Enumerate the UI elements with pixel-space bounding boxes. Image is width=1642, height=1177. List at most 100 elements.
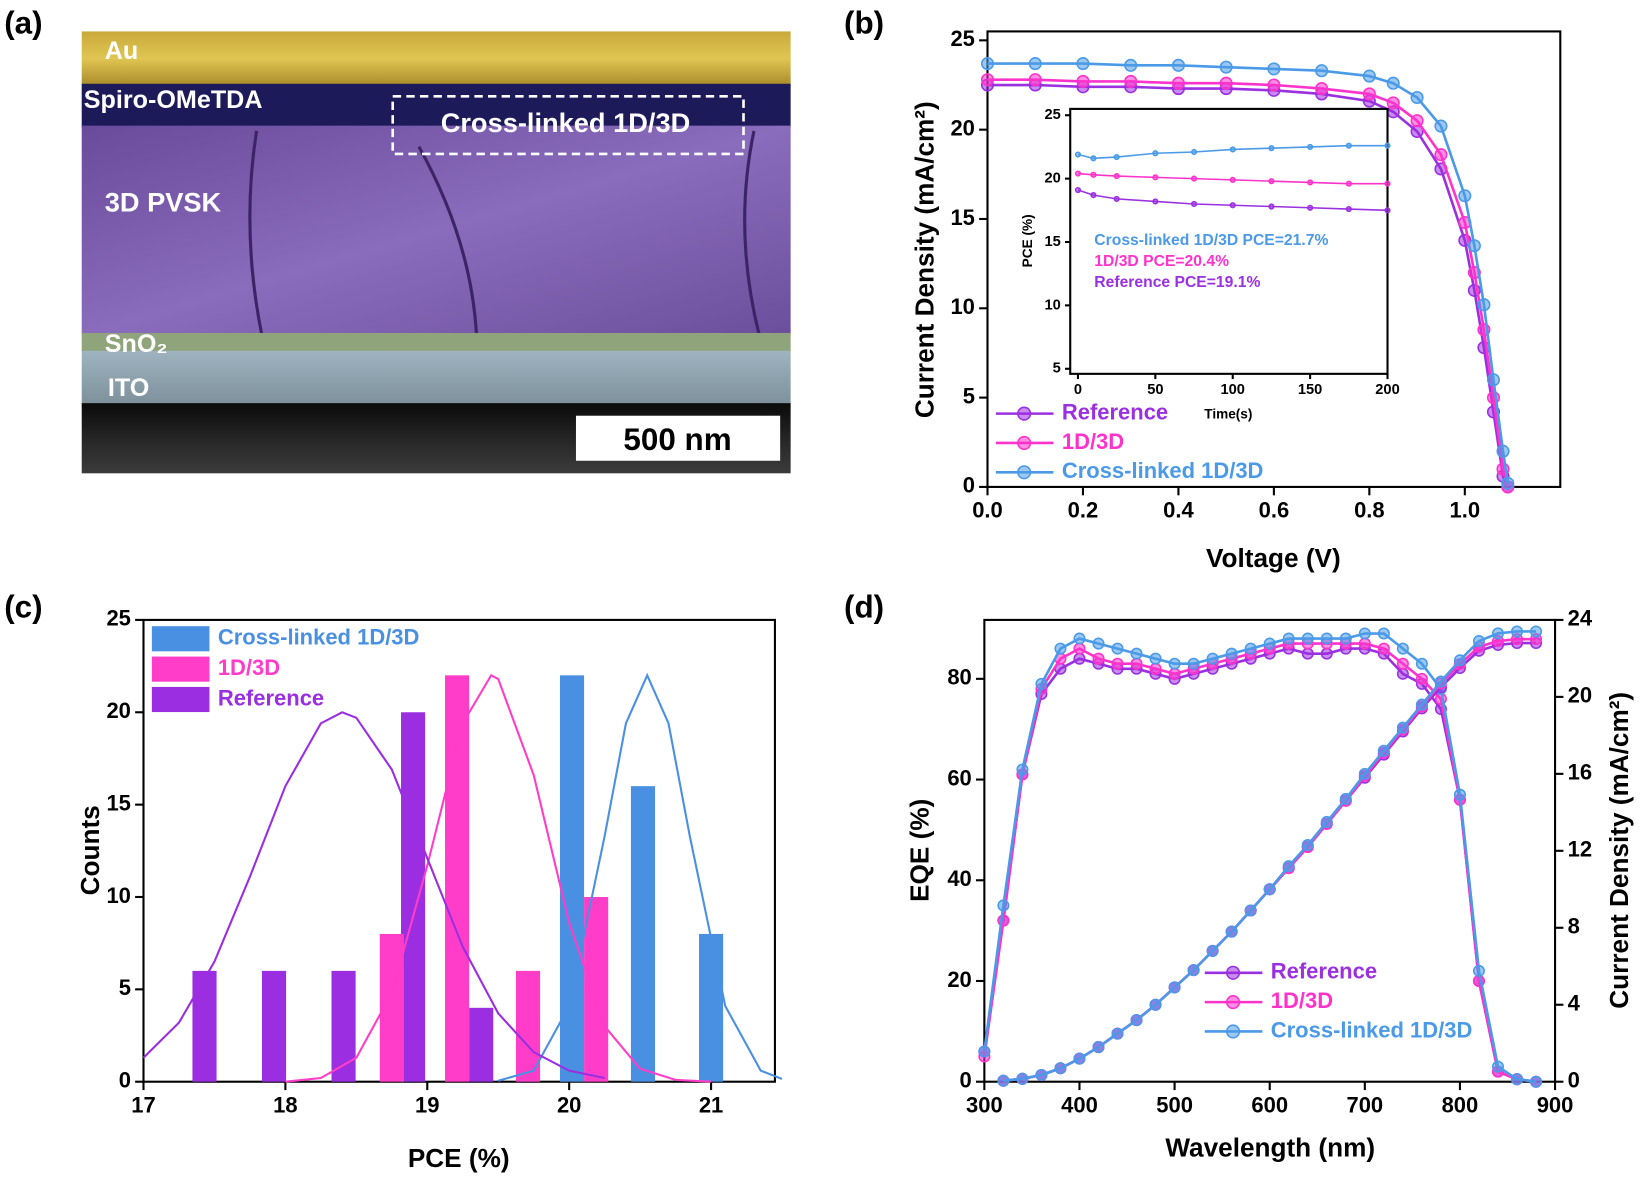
y-tick-label: 25 [1044,107,1060,123]
y-tick-label: 20 [947,967,971,992]
y-tick-label: 0 [960,1068,972,1093]
y-tick-label: 10 [1044,297,1060,313]
series-marker [1434,675,1447,688]
series-marker [997,1074,1010,1087]
series-marker [1345,142,1352,149]
series-marker [1358,627,1371,640]
bar [699,933,724,1082]
spiro-layer [81,83,791,128]
y-tick-label: 5 [963,383,975,408]
series-marker [1229,146,1236,153]
bar [515,970,541,1082]
series-marker [1092,637,1105,650]
series-marker [1510,625,1524,638]
legend-marker [1017,435,1032,451]
series-marker [1282,632,1295,645]
series-marker [1315,64,1329,78]
series-line [987,83,1509,488]
series-marker [1268,145,1275,152]
series-marker [1187,964,1200,977]
y-axis-title: EQE (%) [904,799,934,902]
layer-label: ITO [108,374,149,402]
series-marker [1152,150,1159,157]
series-marker [1501,476,1515,490]
series-marker [1206,944,1219,957]
series-marker [1301,647,1314,660]
series-marker [1345,205,1352,213]
series-marker [1530,625,1543,638]
series-marker [1016,763,1029,776]
panel-label: (a) [4,5,42,40]
series-marker [1345,180,1352,187]
series-marker [1267,62,1281,76]
x-tick-label: 100 [1221,382,1245,398]
series-marker [1384,207,1391,214]
series-marker [1190,148,1198,156]
y-tick-label: 10 [950,294,974,319]
series-line [1077,189,1388,212]
panel-label: (c) [4,590,42,625]
series-marker [1090,192,1097,199]
x-tick-label: 0.2 [1068,498,1099,523]
y2-tick-label: 12 [1568,837,1592,862]
series-marker [1124,74,1138,88]
series-marker [1362,69,1376,83]
series-marker [1152,174,1159,181]
au-layer [81,31,791,86]
scale-bar-box [575,415,781,461]
annotation: Reference PCE=19.1% [1094,274,1260,291]
y-tick-label: 15 [950,205,974,230]
legend-swatch [151,686,210,713]
x-tick-label: 0.4 [1163,498,1194,523]
series-marker [1206,652,1219,665]
series-marker [1263,637,1276,650]
series-marker [1396,667,1409,680]
series-marker [1434,119,1448,133]
x-axis-title: Voltage (V) [1206,543,1341,573]
bar [331,970,356,1082]
y-axis-title: Current Density (mA/cm²) [910,101,940,418]
series-marker [1152,198,1159,205]
y-tick-label: 15 [1044,234,1060,250]
x-tick-label: 1.0 [1450,498,1481,523]
x-tick-label: 900 [1537,1092,1574,1117]
y-tick-label: 20 [1044,170,1060,186]
series-marker [1168,657,1181,670]
series-marker [1377,642,1390,655]
x-tick-label: 50 [1147,382,1163,398]
series-marker [1076,74,1090,88]
series-marker [1472,964,1485,977]
series-marker [1054,642,1067,655]
series-marker [1171,76,1185,90]
series-marker [1054,1062,1067,1075]
legend-swatch [151,656,210,682]
series-marker [1074,151,1082,158]
series-marker [1130,657,1143,670]
legend-label: Reference [218,685,324,710]
series-marker [1477,298,1491,312]
series-marker [1453,788,1466,801]
bar [401,712,426,1082]
y2-tick-label: 4 [1568,991,1581,1016]
perovskite-layer [81,125,791,336]
y2-tick-label: 8 [1568,914,1580,939]
series-marker [1190,175,1198,182]
y-tick-label: 60 [947,765,971,790]
layer-label: SnO₂ [105,330,168,358]
series-marker [1074,186,1082,194]
series-marker [1386,76,1400,90]
series-marker [978,1045,991,1058]
annotation: 1D/3D PCE=20.4% [1094,253,1229,270]
legend-label: Reference [1271,959,1377,984]
y-tick-label: 40 [947,866,971,891]
series-marker [1263,883,1276,896]
series-marker [1171,58,1185,72]
legend-label: Cross-linked 1D/3D [218,625,420,650]
series-marker [1307,204,1314,211]
series-marker [1073,1052,1086,1065]
y2-tick-label: 20 [1568,683,1592,708]
x-tick-label: 0 [1074,382,1082,398]
series-marker [1111,657,1124,670]
series-marker [1111,1027,1124,1040]
y-tick-label: 0 [963,473,975,498]
